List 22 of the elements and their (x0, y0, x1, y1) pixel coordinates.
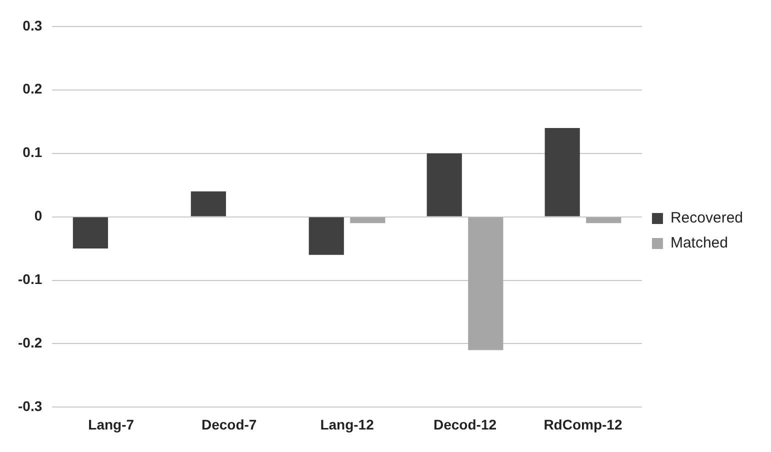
bar (350, 217, 386, 224)
y-tick-label: 0.2 (22, 80, 42, 97)
bar (468, 217, 504, 350)
x-tick-label: Lang-12 (320, 416, 374, 432)
bar (544, 128, 580, 216)
bar (426, 153, 462, 216)
y-tick-label: 0.1 (22, 144, 42, 160)
legend-label: Matched (670, 234, 728, 252)
bar (308, 217, 344, 255)
x-tick-label: Lang-7 (88, 416, 134, 432)
x-tick-label: Decod-7 (201, 416, 257, 432)
y-tick-label: 0 (34, 208, 42, 224)
bar (72, 217, 108, 249)
y-tick-label: -0.2 (18, 334, 42, 351)
bar (586, 217, 622, 224)
y-tick-label: -0.1 (18, 271, 42, 288)
y-tick-label: -0.3 (18, 398, 42, 414)
y-tick-label: 0.3 (22, 17, 42, 34)
bar (190, 191, 226, 216)
legend-label: Recovered (670, 210, 744, 227)
x-tick-label: RdComp-12 (544, 416, 622, 432)
x-tick-label: Decod-12 (433, 416, 497, 432)
